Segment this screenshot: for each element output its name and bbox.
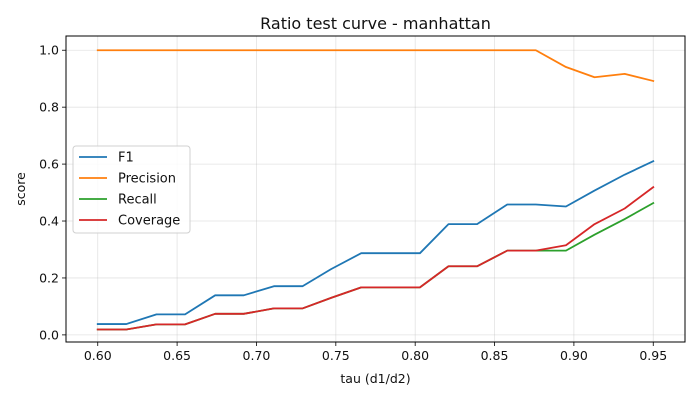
x-tick-label: 0.80: [401, 348, 429, 363]
x-tick-label: 0.60: [84, 348, 112, 363]
y-axis-label: score: [13, 172, 28, 206]
legend-label-precision: Precision: [118, 172, 176, 187]
chart-title: Ratio test curve - manhattan: [260, 14, 491, 33]
legend: F1 Precision Recall Coverage: [72, 145, 191, 234]
series-line-precision: [96, 49, 655, 83]
x-tick-label: 0.95: [639, 348, 667, 363]
legend-box: [72, 145, 191, 234]
series-line-f1: [96, 160, 655, 325]
x-tick-label: 0.75: [322, 348, 350, 363]
legend-items: F1 Precision Recall Coverage: [79, 151, 180, 229]
legend-label-coverage: Coverage: [118, 214, 180, 229]
y-tick-label: 0.2: [39, 270, 59, 285]
x-axis-ticks: 0.60 0.65 0.70 0.75 0.80 0.85 0.90 0.95: [84, 342, 667, 363]
y-tick-label: 0.4: [39, 214, 59, 229]
series-line-coverage: [96, 185, 655, 331]
y-tick-label: 0.0: [39, 327, 59, 342]
x-tick-label: 0.85: [481, 348, 509, 363]
legend-label-f1: F1: [118, 151, 134, 166]
x-tick-label: 0.70: [243, 348, 271, 363]
y-axis-ticks: 0.0 0.2 0.4 0.6 0.8 1.0: [39, 43, 66, 342]
x-axis-label: tau (d1/d2): [340, 371, 410, 386]
y-tick-label: 1.0: [39, 43, 59, 58]
plot-area-frame: [65, 35, 686, 343]
series-lines: [96, 49, 655, 331]
legend-label-recall: Recall: [118, 193, 157, 208]
y-tick-label: 0.8: [39, 100, 59, 115]
y-tick-label: 0.6: [39, 157, 59, 172]
x-tick-label: 0.90: [560, 348, 588, 363]
x-tick-label: 0.65: [163, 348, 191, 363]
